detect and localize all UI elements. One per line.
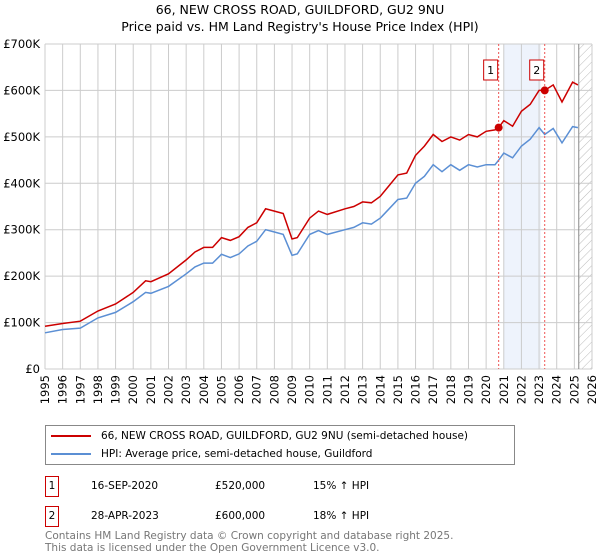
x-tick-label: 2010 [303, 375, 317, 404]
transaction-date: 28-APR-2023 [91, 510, 159, 522]
x-tick-label: 2009 [285, 375, 299, 404]
x-tick-label: 2016 [409, 375, 423, 404]
x-tick-label: 2025 [567, 375, 581, 404]
y-tick-label: £0 [25, 362, 40, 376]
x-tick-label: 2013 [356, 375, 370, 404]
sale-marker-box [483, 59, 499, 81]
sale-marker-label: 2 [533, 64, 540, 77]
chart-title: 66, NEW CROSS ROAD, GUILDFORD, GU2 9NU [155, 2, 445, 17]
y-tick-label: £700K [3, 37, 40, 51]
legend-label: HPI: Average price, semi-detached house,… [101, 448, 373, 460]
transaction-hpi: 18% ↑ HPI [313, 510, 370, 522]
x-tick-label: 2006 [232, 375, 246, 404]
x-tick-label: 2011 [320, 375, 334, 404]
sale-point [540, 86, 549, 95]
transaction-hpi: 15% ↑ HPI [313, 480, 370, 492]
transaction-price: £600,000 [215, 510, 266, 522]
x-tick-label: 1995 [38, 375, 52, 404]
transaction-date: 16-SEP-2020 [91, 480, 159, 492]
x-tick-label: 2012 [338, 375, 352, 404]
y-tick-label: £600K [3, 83, 40, 97]
chart: 1 2 1995 1996 1997 1998 1999 2000 2001 2002 2003 20… [3, 37, 599, 404]
x-tick-label: 2007 [250, 375, 264, 404]
x-tick-label: 2005 [214, 375, 228, 404]
x-tick-label: 1998 [91, 375, 105, 404]
y-tick-label: £400K [3, 176, 40, 190]
hpi-line [44, 125, 579, 334]
sale-point [494, 123, 503, 132]
x-tick-label: 2001 [144, 375, 158, 404]
x-tick-label: 2026 [585, 375, 599, 404]
x-tick-label: 2019 [461, 375, 475, 404]
x-tick-label: 2024 [550, 375, 564, 404]
x-tick-label: 2018 [444, 375, 458, 404]
x-tick-label: 2015 [391, 375, 405, 404]
x-tick-label: 2022 [514, 375, 528, 404]
legend: 66, NEW CROSS ROAD, GUILDFORD, GU2 9NU (… [45, 425, 515, 465]
x-tick-label: 2008 [267, 375, 281, 404]
y-tick-label: £200K [3, 269, 40, 283]
x-tick-label: 1997 [73, 375, 87, 404]
footer-line: Contains HM Land Registry data © Crown c… [45, 530, 454, 542]
footer: Contains HM Land Registry data © Crown c… [45, 530, 453, 554]
transaction-row: 1 16-SEP-2020 £520,000 15% ↑ HPI [45, 476, 565, 498]
x-tick-label: 2000 [126, 375, 140, 404]
sale-marker-label: 1 [487, 64, 494, 77]
y-tick-label: £100K [3, 316, 40, 330]
marker-badge: 1 [45, 476, 59, 497]
x-tick-label: 2002 [162, 375, 176, 404]
x-tick-label: 2003 [179, 375, 193, 404]
x-tick-label: 2014 [373, 375, 387, 404]
x-tick-label: 2023 [532, 375, 546, 404]
legend-swatch-red [51, 435, 91, 437]
marker-badge: 2 [45, 506, 59, 527]
sale-marker-box [529, 59, 545, 81]
legend-item-property: 66, NEW CROSS ROAD, GUILDFORD, GU2 9NU (… [46, 427, 468, 445]
chart-subtitle: Price paid vs. HM Land Registry's House … [121, 19, 479, 34]
shaded-period [503, 44, 541, 369]
property-price-line [44, 81, 579, 328]
x-tick-label: 2017 [426, 375, 440, 404]
x-tick-label: 2021 [497, 375, 511, 404]
x-tick-label: 2004 [197, 375, 211, 404]
legend-swatch-blue [51, 453, 91, 455]
x-tick-label: 1996 [56, 375, 70, 404]
transaction-row: 2 28-APR-2023 £600,000 18% ↑ HPI [45, 506, 565, 528]
legend-label: 66, NEW CROSS ROAD, GUILDFORD, GU2 9NU (… [101, 430, 469, 442]
transaction-price: £520,000 [215, 480, 266, 492]
y-tick-label: £300K [3, 223, 40, 237]
x-tick-label: 1999 [109, 375, 123, 404]
y-tick-label: £500K [3, 130, 40, 144]
forecast-hatch [578, 44, 592, 369]
legend-item-hpi: HPI: Average price, semi-detached house,… [46, 445, 372, 463]
x-tick-label: 2020 [479, 375, 493, 404]
footer-line: This data is licensed under the Open Gov… [45, 542, 380, 554]
